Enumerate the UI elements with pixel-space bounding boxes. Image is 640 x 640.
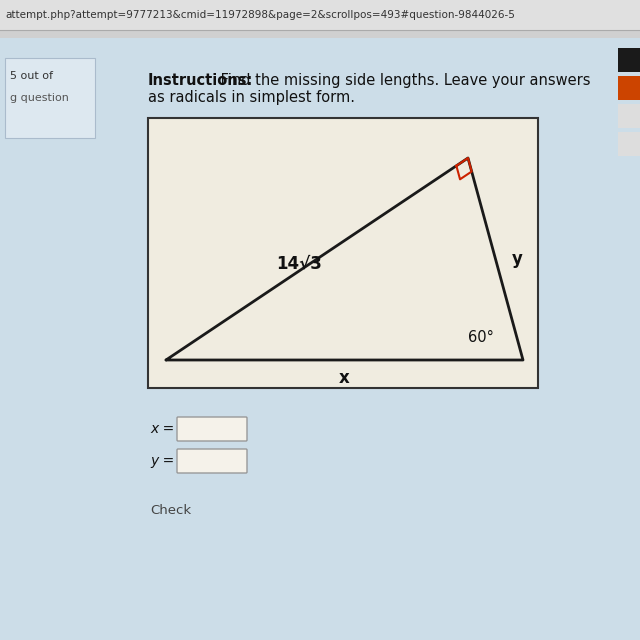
Text: Find the missing side lengths. Leave your answers: Find the missing side lengths. Leave you… <box>216 73 591 88</box>
FancyBboxPatch shape <box>177 417 247 441</box>
Text: attempt.php?attempt=9777213&cmid=11972898&page=2&scrollpos=493#question-9844026-: attempt.php?attempt=9777213&cmid=1197289… <box>5 10 515 20</box>
FancyBboxPatch shape <box>177 449 247 473</box>
Bar <box>0 30 640 38</box>
FancyBboxPatch shape <box>5 58 95 138</box>
Text: y =: y = <box>150 454 174 468</box>
Text: 60°: 60° <box>468 330 494 346</box>
Text: y: y <box>512 250 523 268</box>
Text: 14√3: 14√3 <box>276 255 322 273</box>
Bar <box>0 0 640 30</box>
Text: Instructions:: Instructions: <box>148 73 253 88</box>
Bar <box>618 48 640 72</box>
Text: 5 out of: 5 out of <box>10 71 53 81</box>
Bar <box>618 76 640 100</box>
Bar <box>618 132 640 156</box>
Text: Check: Check <box>150 504 191 516</box>
Bar <box>148 118 538 388</box>
Text: as radicals in simplest form.: as radicals in simplest form. <box>148 90 355 105</box>
Text: x: x <box>339 369 350 387</box>
Text: g question: g question <box>10 93 69 103</box>
Text: x =: x = <box>150 422 174 436</box>
Bar <box>618 104 640 128</box>
